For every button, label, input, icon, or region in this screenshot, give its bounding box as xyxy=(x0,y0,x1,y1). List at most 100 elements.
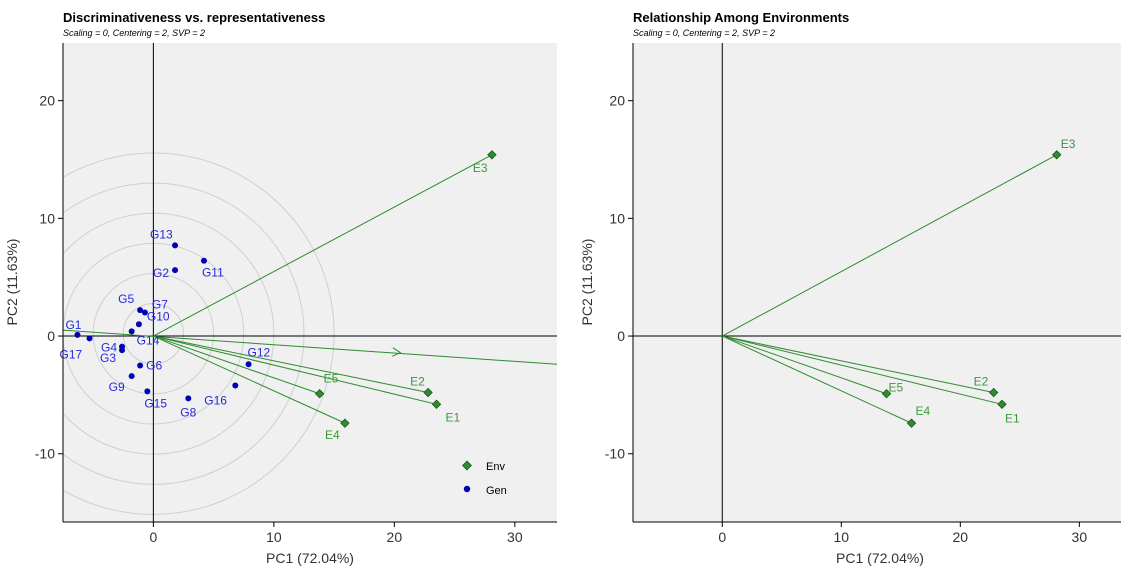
env-label-e1: E1 xyxy=(1005,411,1020,425)
env-vector-e3 xyxy=(153,154,493,337)
env-vector-e4 xyxy=(153,335,346,424)
chart-left-title: Discriminativeness vs. representativenes… xyxy=(63,10,325,25)
genotype-label-g11: G11 xyxy=(202,266,224,280)
y-tick-label: 20 xyxy=(39,93,55,109)
plot-area-left xyxy=(63,43,557,522)
x-tick-label: 20 xyxy=(387,529,403,545)
env-vector-e1 xyxy=(153,335,437,405)
x-tick-label: 30 xyxy=(507,529,523,545)
chart-right-subtitle: Scaling = 0, Centering = 2, SVP = 2 xyxy=(633,28,775,38)
env-label-e5: E5 xyxy=(889,381,904,395)
genotype-point-g15 xyxy=(144,388,151,395)
genotype-point-g12 xyxy=(245,361,252,368)
genotype-point-g2 xyxy=(172,267,179,274)
x-tick-label: 10 xyxy=(266,529,282,545)
genotype-label-g14: G14 xyxy=(137,333,160,347)
env-vector-e1 xyxy=(722,335,1003,405)
y-tick-label: 10 xyxy=(39,210,55,226)
genotype-label-g7: G7 xyxy=(152,298,168,312)
ticks-left: 0 10 20 30 -10 0 10 20 xyxy=(35,93,523,545)
env-point-e4 xyxy=(340,418,350,428)
env-vector-e3 xyxy=(722,154,1057,337)
chart-right: Relationship Among Environments Scaling … xyxy=(579,10,1121,566)
genotype-label-g4: G4 xyxy=(101,341,117,355)
aec-axis xyxy=(63,329,557,365)
y-tick-label: 20 xyxy=(609,93,625,109)
env-label-e5: E5 xyxy=(324,372,339,386)
x-tick-label: 10 xyxy=(834,529,850,545)
env-label-e4: E4 xyxy=(325,428,340,442)
genotype-label-g8: G8 xyxy=(180,405,196,419)
env-point-e2 xyxy=(988,387,999,398)
genotype-point-g17 xyxy=(86,335,93,342)
env-point-e4 xyxy=(906,418,917,428)
aec-line xyxy=(63,329,557,365)
genotype-label-g3: G3 xyxy=(100,351,116,365)
env-point-e1 xyxy=(431,399,442,410)
legend: Env Gen xyxy=(462,460,507,497)
y-tick-label: 10 xyxy=(609,210,625,226)
env-point-e3 xyxy=(487,150,497,160)
x-tick-label: 0 xyxy=(149,529,157,545)
chart-left-subtitle: Scaling = 0, Centering = 2, SVP = 2 xyxy=(63,28,205,38)
x-tick-label: 20 xyxy=(953,529,969,545)
genotype-label-g10: G10 xyxy=(147,309,170,323)
env-label-e4: E4 xyxy=(916,404,931,418)
points-left xyxy=(74,150,497,428)
env-label-e3: E3 xyxy=(473,161,488,175)
env-vector-e2 xyxy=(722,335,994,394)
env-vector-e5 xyxy=(153,335,320,395)
legend-env-label: Env xyxy=(486,461,505,473)
ticks-right: 0 10 20 30 -10 0 10 20 xyxy=(605,93,1088,545)
genotype-point-g9 xyxy=(128,373,135,380)
legend-gen-marker xyxy=(463,485,471,493)
points-right xyxy=(881,150,1062,428)
env-point-e2 xyxy=(423,387,433,398)
x-axis-label-left: PC1 (72.04%) xyxy=(266,550,354,566)
genotype-label-g12: G12 xyxy=(248,345,271,359)
y-axis-label-left: PC2 (11.63%) xyxy=(4,239,20,326)
genotype-point-g10 xyxy=(135,321,142,328)
y-axis-label-right: PC2 (11.63%) xyxy=(579,239,595,326)
genotype-point-g1 xyxy=(74,331,81,338)
chart-right-title: Relationship Among Environments xyxy=(633,10,849,25)
env-vectors-right xyxy=(722,154,1057,424)
genotype-label-g2: G2 xyxy=(153,266,169,280)
aec-arrow xyxy=(391,347,402,357)
genotype-label-g5: G5 xyxy=(118,292,134,306)
x-tick-label: 30 xyxy=(1072,529,1088,545)
genotype-point-g4 xyxy=(119,343,126,350)
genotype-point-g13 xyxy=(172,242,179,249)
env-point-e5 xyxy=(314,389,325,399)
genotype-point-g16 xyxy=(232,382,239,389)
env-vector-e5 xyxy=(722,335,887,395)
env-point-e1 xyxy=(997,399,1007,410)
genotype-point-g6 xyxy=(137,362,144,369)
genotype-label-g1: G1 xyxy=(65,318,81,332)
env-point-e5 xyxy=(881,389,892,399)
y-tick-label: 0 xyxy=(617,328,625,344)
genotype-label-g17: G17 xyxy=(60,347,83,361)
legend-gen-label: Gen xyxy=(486,485,507,497)
env-vector-e4 xyxy=(722,335,912,424)
genotype-label-g9: G9 xyxy=(109,380,125,394)
env-label-e2: E2 xyxy=(410,375,425,389)
y-tick-label: -10 xyxy=(35,446,55,462)
point-labels-right: E1 E2 E3 E4 E5 xyxy=(889,137,1076,426)
y-tick-label: -10 xyxy=(605,446,625,462)
env-vectors-left xyxy=(153,154,493,424)
genotype-point-g11 xyxy=(200,257,207,264)
env-label-e2: E2 xyxy=(974,375,989,389)
env-vector-e2 xyxy=(153,335,429,394)
x-axis-label-right: PC1 (72.04%) xyxy=(836,550,924,566)
genotype-label-g16: G16 xyxy=(204,393,227,407)
genotype-point-g5 xyxy=(137,307,144,314)
y-tick-label: 0 xyxy=(47,328,55,344)
plot-area-right xyxy=(633,43,1121,522)
genotype-point-g7 xyxy=(141,309,148,316)
env-label-e1: E1 xyxy=(446,410,461,424)
chart-left: Discriminativeness vs. representativenes… xyxy=(4,10,557,566)
legend-env-marker xyxy=(462,460,472,471)
